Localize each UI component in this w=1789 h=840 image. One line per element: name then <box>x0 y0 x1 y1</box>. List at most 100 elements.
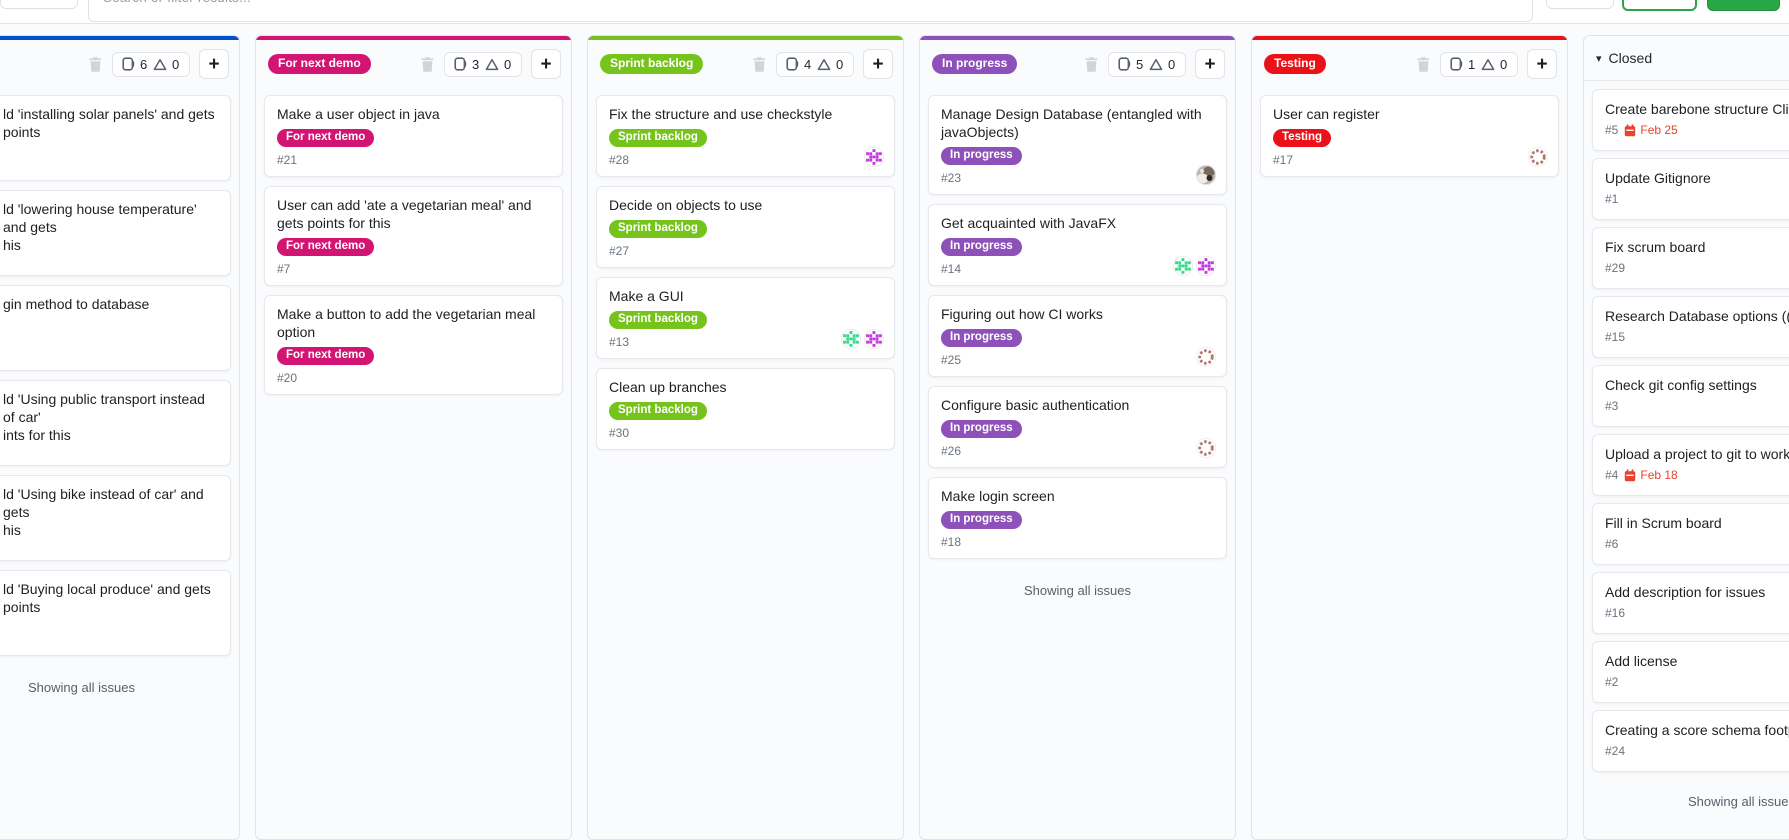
toolbar-button-green-solid[interactable] <box>1707 0 1780 11</box>
issue-card[interactable]: ld 'installing solar panels' and gets po… <box>0 95 231 181</box>
avatar-identicon-magenta[interactable] <box>863 146 885 168</box>
triangle-count-icon <box>817 58 831 71</box>
issue-number: #26 <box>941 444 962 458</box>
column-label[interactable]: Testing <box>1264 54 1326 74</box>
column-header: Testing 1 0 + <box>1252 40 1567 87</box>
triangle-count-value: 0 <box>504 56 512 72</box>
issue-number: #29 <box>1605 261 1626 275</box>
issue-card[interactable]: Update Gitignore #1 <box>1592 158 1789 220</box>
closed-column-header[interactable]: ▾ Closed <box>1584 36 1789 81</box>
issue-card[interactable]: ld 'Using bike instead of car' and gets … <box>0 475 231 561</box>
issue-number: #24 <box>1605 744 1626 758</box>
issue-card[interactable]: User can add 'ate a vegetarian meal' and… <box>264 186 563 286</box>
avatar-identicon-ring[interactable] <box>1195 346 1217 368</box>
avatar-photo[interactable] <box>1195 164 1217 186</box>
issue-card[interactable]: Add description for issues #16 <box>1592 572 1789 634</box>
add-card-button[interactable]: + <box>1195 49 1225 79</box>
avatar-identicon-green[interactable] <box>840 328 862 350</box>
add-card-button[interactable]: + <box>863 49 893 79</box>
issue-card[interactable]: ld 'lowering house temperature' and gets… <box>0 190 231 276</box>
column-label[interactable]: For next demo <box>268 54 371 74</box>
issue-meta: #14 <box>941 262 1214 276</box>
issue-card[interactable]: Make a button to add the vegetarian meal… <box>264 295 563 395</box>
issue-title: Research Database options ((No)SQL) <box>1605 308 1789 324</box>
issue-card[interactable]: Research Database options ((No)SQL) #15 <box>1592 296 1789 358</box>
issue-card[interactable]: Make a user object in java For next demo #… <box>264 95 563 177</box>
issue-card[interactable]: Fix scrum board #29 <box>1592 227 1789 289</box>
issue-label: Sprint backlog <box>609 402 707 420</box>
issue-card[interactable]: ld 'Buying local produce' and gets point… <box>0 570 231 656</box>
issue-card[interactable]: User can register Testing #17 <box>1260 95 1559 177</box>
column-tools: 6 0 + <box>88 49 229 79</box>
trash-icon[interactable] <box>1416 56 1431 73</box>
issue-card[interactable]: Make login screen In progress #18 <box>928 477 1227 559</box>
issue-card[interactable]: Create barebone structure Client-Server #… <box>1592 89 1789 151</box>
issue-title: gin method to database <box>3 296 150 312</box>
issue-card[interactable]: Get acquainted with JavaFX In progress #14 <box>928 204 1227 286</box>
issue-due-date: Feb 18 <box>1624 468 1678 482</box>
toolbar-button-default[interactable] <box>1546 0 1614 9</box>
issue-card[interactable]: Figuring out how CI works In progress #25 <box>928 295 1227 377</box>
issue-title: Make a user object in java <box>277 106 440 122</box>
issue-label: Sprint backlog <box>609 311 707 329</box>
issue-number: #27 <box>609 244 630 258</box>
search-input[interactable]: Search or filter results... <box>88 0 1533 22</box>
toolbar-button-left[interactable] <box>0 0 78 9</box>
issue-title: Fix the structure and use checkstyle <box>609 106 833 122</box>
avatar-identicon-magenta[interactable] <box>863 328 885 350</box>
trash-icon[interactable] <box>88 56 103 73</box>
calendar-icon <box>1624 468 1636 482</box>
issue-card[interactable]: Configure basic authentication In progres… <box>928 386 1227 468</box>
trash-icon[interactable] <box>420 56 435 73</box>
issue-card[interactable]: Decide on objects to use Sprint backlog #2… <box>596 186 895 268</box>
issue-card[interactable]: Creating a score schema footprint #24 <box>1592 710 1789 772</box>
trash-icon[interactable] <box>1084 56 1099 73</box>
card-count-value: 3 <box>472 56 480 72</box>
issue-card[interactable]: Upload a project to git to work from #4 Fe… <box>1592 434 1789 496</box>
card-count-icon <box>1450 57 1463 71</box>
issue-meta: #4 Feb 18 <box>1605 468 1789 482</box>
issue-number: #3 <box>1605 399 1619 413</box>
column-color-bar <box>588 36 903 40</box>
issue-title: ld 'Buying local produce' and gets point… <box>3 581 211 615</box>
column-label[interactable]: Sprint backlog <box>600 54 704 74</box>
issue-card[interactable]: Manage Design Database (entangled with j… <box>928 95 1227 195</box>
avatar-identicon-ring[interactable] <box>1195 437 1217 459</box>
column-title: Closed <box>1608 50 1653 66</box>
issue-title: Create barebone structure Client-Server <box>1605 101 1789 117</box>
issue-card[interactable]: Check git config settings #3 <box>1592 365 1789 427</box>
add-card-button[interactable]: + <box>531 49 561 79</box>
board-column-column-1: 6 0 + ld 'installing solar panels' and gets… <box>0 35 240 840</box>
avatar-identicon-ring[interactable] <box>1527 146 1549 168</box>
issue-card[interactable]: Add license #2 <box>1592 641 1789 703</box>
card-count-value: 4 <box>804 56 812 72</box>
issue-meta: #5 Feb 25 <box>1605 123 1789 137</box>
add-card-button[interactable]: + <box>1527 49 1557 79</box>
issue-number: #23 <box>941 171 962 185</box>
cards-list: ld 'installing solar panels' and gets po… <box>0 87 239 713</box>
issue-meta: #28 <box>609 153 882 167</box>
trash-icon[interactable] <box>752 56 767 73</box>
assignee-avatars <box>840 328 885 350</box>
toolbar-button-green-outline[interactable] <box>1622 0 1697 11</box>
issue-card[interactable]: Fix the structure and use checkstyle Spri… <box>596 95 895 177</box>
issue-card[interactable]: Clean up branches Sprint backlog #30 <box>596 368 895 450</box>
issue-card[interactable]: ld 'Using public transport instead of ca… <box>0 380 231 466</box>
issue-card[interactable]: gin method to database <box>0 285 231 371</box>
issue-title: Update Gitignore <box>1605 170 1711 186</box>
issue-meta: #7 <box>277 262 550 276</box>
issue-number: #1 <box>1605 192 1619 206</box>
issue-title: ld 'Using public transport instead of ca… <box>3 391 205 443</box>
avatar-identicon-magenta[interactable] <box>1195 255 1217 277</box>
avatar-identicon-green[interactable] <box>1172 255 1194 277</box>
issue-number: #16 <box>1605 606 1626 620</box>
column-header: In progress 5 0 + <box>920 40 1235 87</box>
column-label[interactable]: In progress <box>932 54 1018 74</box>
issue-card[interactable]: Fill in Scrum board #6 <box>1592 503 1789 565</box>
add-card-button[interactable]: + <box>199 49 229 79</box>
issue-card[interactable]: Make a GUI Sprint backlog #13 <box>596 277 895 359</box>
triangle-count-value: 0 <box>172 56 180 72</box>
